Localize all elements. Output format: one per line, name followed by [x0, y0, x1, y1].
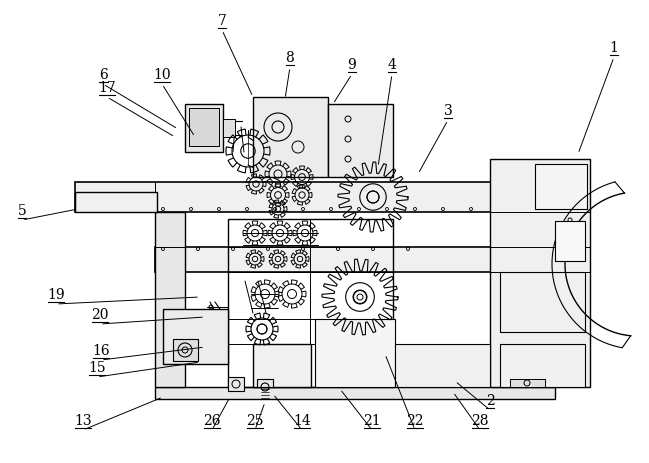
Bar: [155, 387, 555, 399]
Text: 4: 4: [387, 58, 397, 72]
Bar: [228, 377, 244, 391]
Text: 20: 20: [92, 307, 109, 321]
Bar: [75, 182, 565, 213]
Bar: [535, 165, 587, 210]
Text: 15: 15: [88, 360, 106, 374]
Text: 8: 8: [286, 51, 295, 65]
Text: 3: 3: [444, 104, 452, 118]
Bar: [555, 221, 585, 262]
Text: 2: 2: [485, 393, 495, 407]
Bar: [189, 109, 219, 147]
Text: 19: 19: [47, 288, 65, 301]
Bar: [253, 344, 311, 387]
Bar: [155, 213, 185, 387]
Text: 22: 22: [406, 413, 424, 427]
Text: 13: 13: [74, 413, 92, 427]
Text: 25: 25: [246, 413, 263, 427]
Text: 14: 14: [293, 413, 311, 427]
Text: 5: 5: [18, 204, 27, 218]
Text: 9: 9: [348, 58, 356, 72]
Bar: [257, 379, 273, 387]
Bar: [500, 272, 585, 332]
Text: 26: 26: [203, 413, 221, 427]
Bar: [500, 344, 585, 387]
Bar: [490, 160, 590, 387]
Bar: [395, 344, 490, 387]
Text: 10: 10: [153, 68, 171, 82]
Text: 17: 17: [98, 81, 116, 95]
Bar: [173, 339, 198, 361]
Bar: [75, 193, 157, 213]
Bar: [155, 247, 555, 272]
Text: 16: 16: [92, 343, 110, 357]
Bar: [510, 379, 545, 387]
Text: 21: 21: [363, 413, 381, 427]
Bar: [185, 105, 223, 153]
Bar: [315, 319, 395, 387]
Bar: [163, 309, 228, 364]
Text: 7: 7: [217, 14, 227, 28]
Bar: [223, 120, 235, 138]
Bar: [253, 98, 328, 178]
Text: 1: 1: [609, 41, 618, 55]
Bar: [228, 219, 393, 387]
Text: 28: 28: [471, 413, 489, 427]
Bar: [328, 105, 393, 178]
Text: 6: 6: [99, 68, 107, 82]
